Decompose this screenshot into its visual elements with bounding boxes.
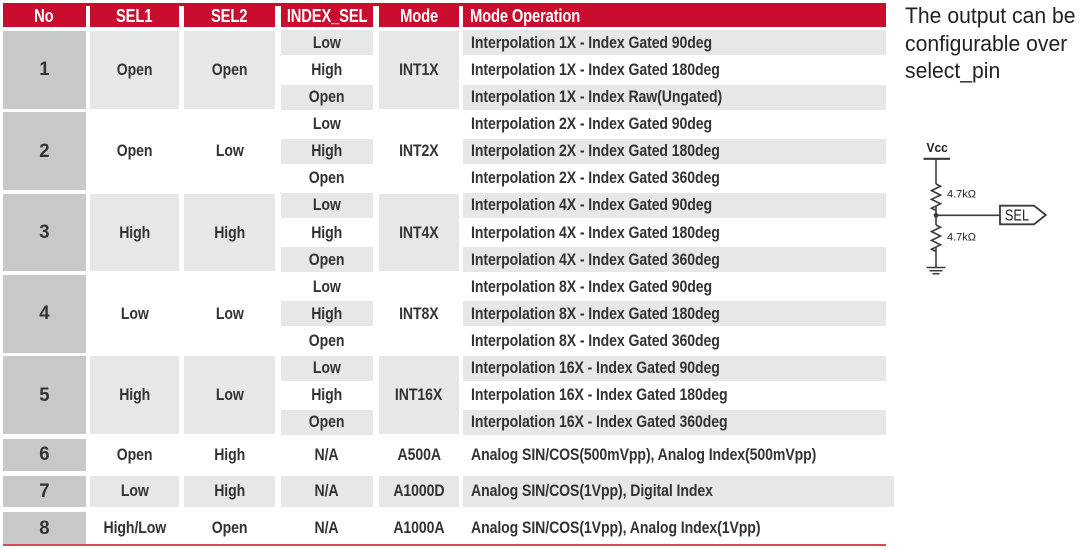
svg-text:SEL: SEL — [1005, 207, 1029, 225]
svg-text:Vcc: Vcc — [927, 141, 948, 156]
svg-text:4.7kΩ: 4.7kΩ — [947, 189, 976, 201]
svg-text:4.7kΩ: 4.7kΩ — [947, 232, 976, 244]
